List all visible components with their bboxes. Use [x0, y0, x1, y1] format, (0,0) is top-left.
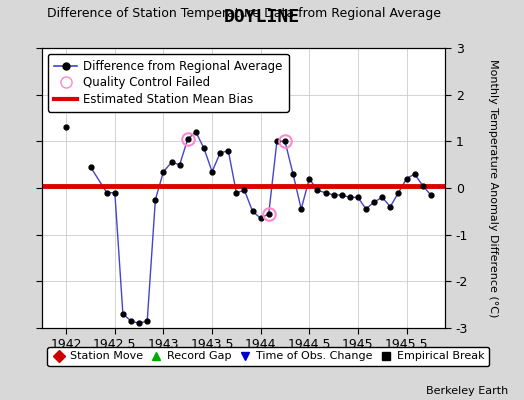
Legend: Station Move, Record Gap, Time of Obs. Change, Empirical Break: Station Move, Record Gap, Time of Obs. C… — [48, 347, 489, 366]
Y-axis label: Monthly Temperature Anomaly Difference (°C): Monthly Temperature Anomaly Difference (… — [488, 59, 498, 317]
Title: Difference of Station Temperature Data from Regional Average: Difference of Station Temperature Data f… — [47, 8, 441, 20]
Text: Berkeley Earth: Berkeley Earth — [426, 386, 508, 396]
Text: DOYLINE: DOYLINE — [224, 8, 300, 26]
